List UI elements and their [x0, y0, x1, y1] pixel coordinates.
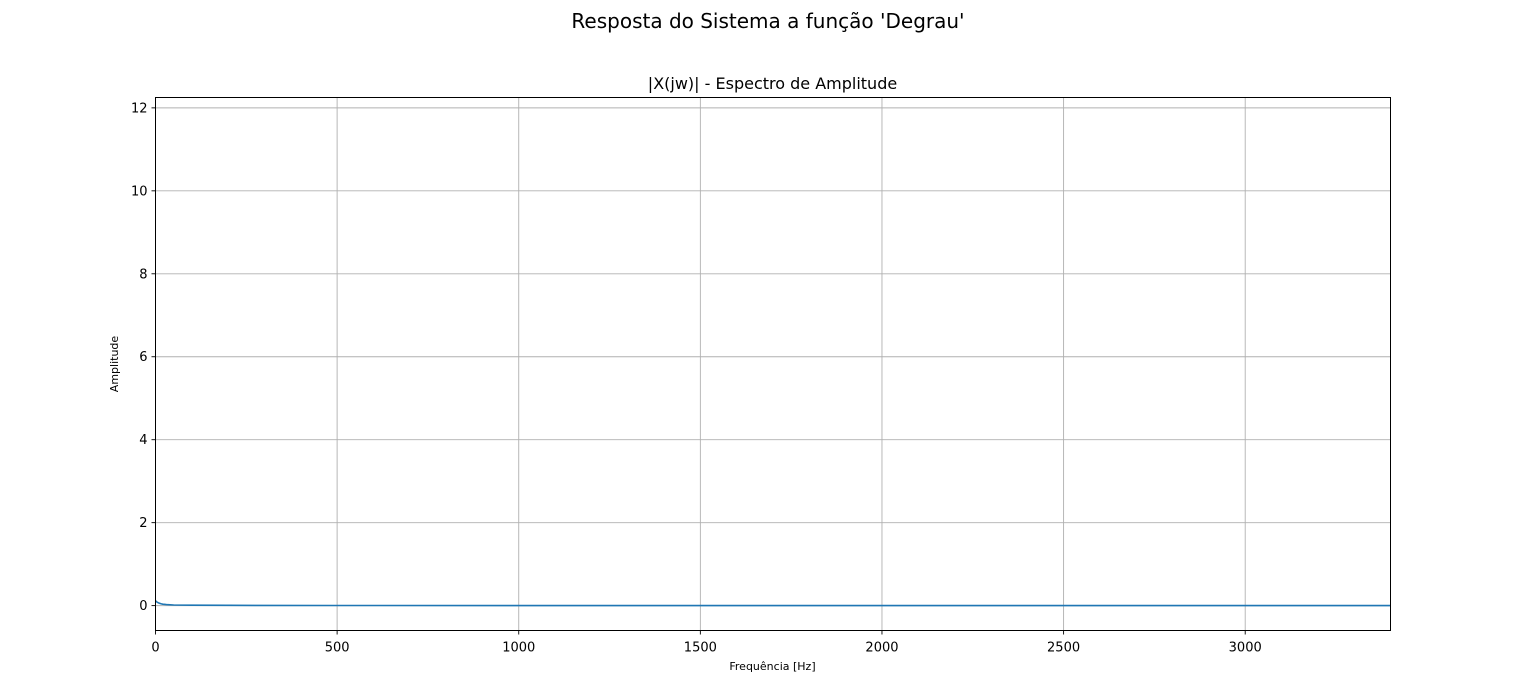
grid-lines: [155, 97, 1391, 631]
y-tick-label: 0: [139, 599, 147, 614]
axes-title: |X(jw)| - Espectro de Amplitude: [648, 74, 897, 93]
x-tick-label: 500: [325, 641, 350, 656]
spectrum-plot-area: [155, 600, 1391, 607]
y-tick-label: 8: [139, 267, 147, 282]
y-tick-label: 6: [139, 350, 147, 365]
x-tick-label: 3000: [1229, 641, 1262, 656]
spectrum-line: [155, 600, 1391, 607]
x-axis-label: Frequência [Hz]: [729, 660, 815, 673]
amplitude-spectrum-axes: |X(jw)| - Espectro de Amplitude 0 500 1000…: [108, 74, 1391, 673]
x-tick-label: 0: [151, 641, 159, 656]
y-tick-label: 2: [139, 516, 147, 531]
x-tick-label: 1000: [502, 641, 535, 656]
x-tick-label: 1500: [684, 641, 717, 656]
x-axis-ticks: 0 500 1000 1500 2000 2500 3000: [151, 630, 1262, 656]
y-axis-ticks: 0 2 4 6 8 10 12: [131, 101, 156, 614]
y-tick-label: 4: [139, 433, 147, 448]
y-axis-label: Amplitude: [108, 336, 121, 393]
y-tick-label: 10: [131, 184, 148, 199]
x-tick-label: 2000: [865, 641, 898, 656]
x-tick-label: 2500: [1047, 641, 1080, 656]
figure-suptitle: Resposta do Sistema a função 'Degrau': [571, 9, 964, 33]
y-tick-label: 12: [131, 101, 148, 116]
axes-frame: [155, 97, 1391, 631]
